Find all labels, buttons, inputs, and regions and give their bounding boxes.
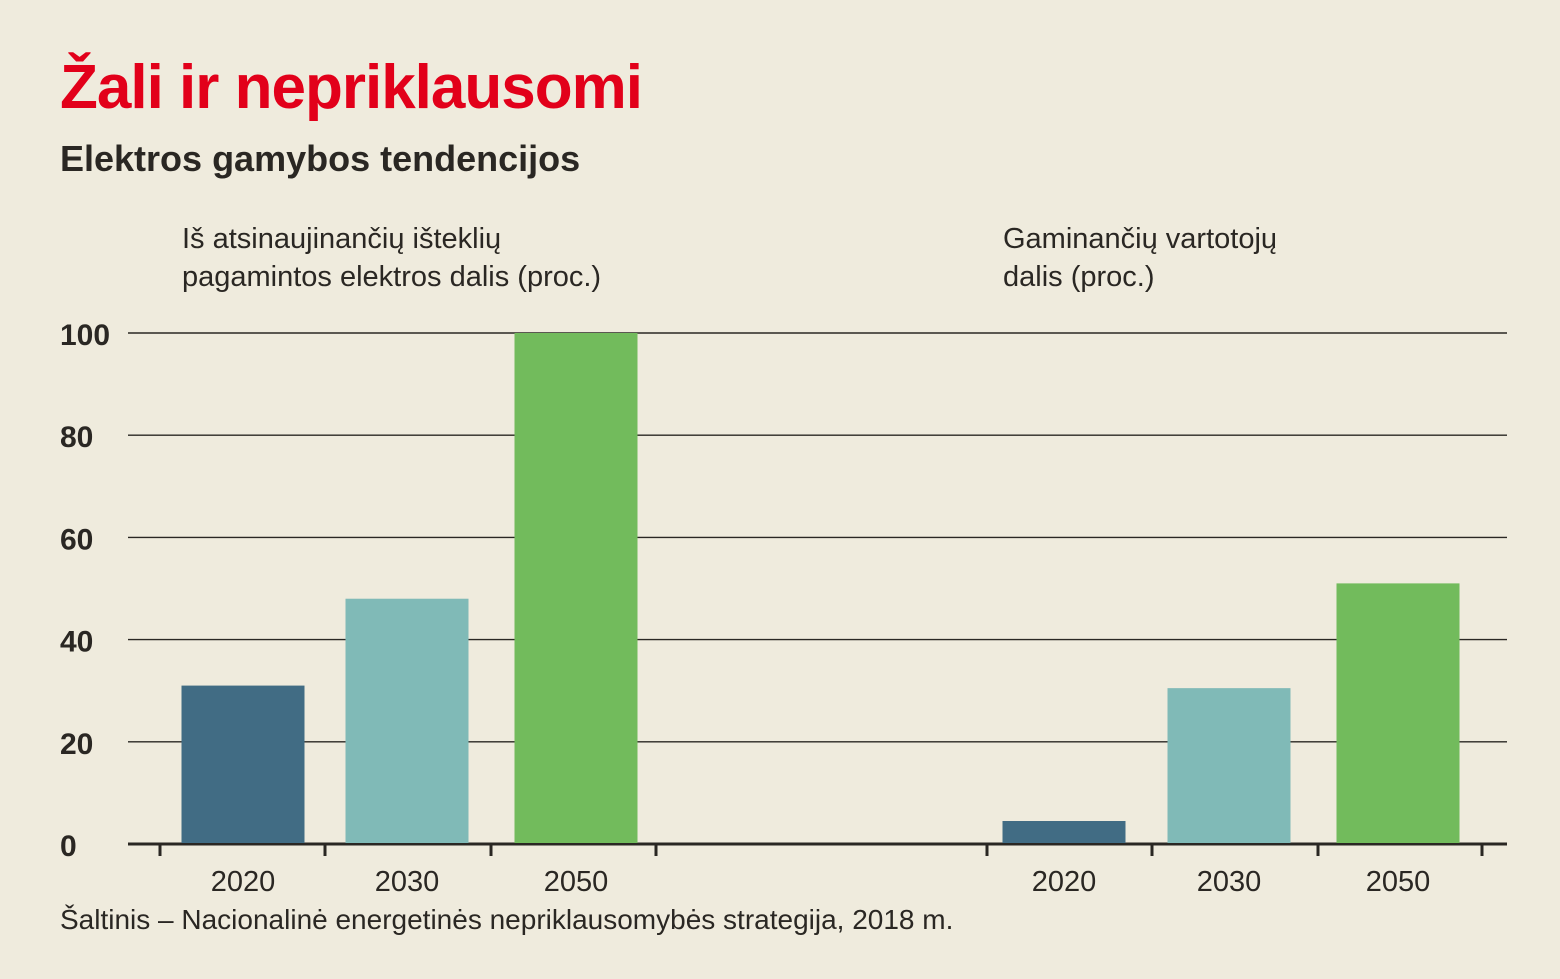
x-tick-label: 2050	[1366, 866, 1431, 898]
y-tick-label: 20	[60, 728, 93, 761]
y-tick-label: 60	[60, 523, 93, 556]
bar-prosumer-2020	[1002, 821, 1126, 843]
y-tick-label: 0	[60, 830, 77, 863]
x-tick-label: 2050	[544, 866, 609, 898]
y-tick-label: 80	[60, 421, 93, 454]
left-panel-label: Iš atsinaujinančių išteklių pagamintos e…	[182, 220, 601, 296]
source-note: Šaltinis – Nacionalinė energetinės nepri…	[60, 904, 954, 935]
right-panel-label: Gaminančių vartotojų dalis (proc.)	[1003, 220, 1277, 296]
bar-renewable-2050	[514, 333, 638, 843]
x-tick-label: 2030	[375, 866, 440, 898]
x-tick-label: 2030	[1197, 866, 1262, 898]
bar-renewable-2030	[345, 598, 469, 843]
chart-title: Žali ir nepriklausomi	[60, 53, 643, 122]
y-tick-label: 100	[60, 319, 110, 352]
bar-prosumer-2050	[1336, 583, 1460, 843]
right-panel-label-line: dalis (proc.)	[1003, 261, 1155, 293]
y-tick-label: 40	[60, 626, 93, 659]
left-panel-label-line: pagamintos elektros dalis (proc.)	[182, 261, 602, 293]
x-tick-label: 2020	[1032, 866, 1097, 898]
bar-renewable-2020	[181, 685, 305, 843]
x-tick-label: 2020	[211, 866, 276, 898]
chart-subtitle: Elektros gamybos tendencijos	[60, 138, 581, 179]
right-panel-label-line: Gaminančių vartotojų	[1003, 223, 1278, 255]
left-panel-label-line: Iš atsinaujinančių išteklių	[182, 223, 502, 255]
bar-prosumer-2030	[1167, 688, 1291, 843]
